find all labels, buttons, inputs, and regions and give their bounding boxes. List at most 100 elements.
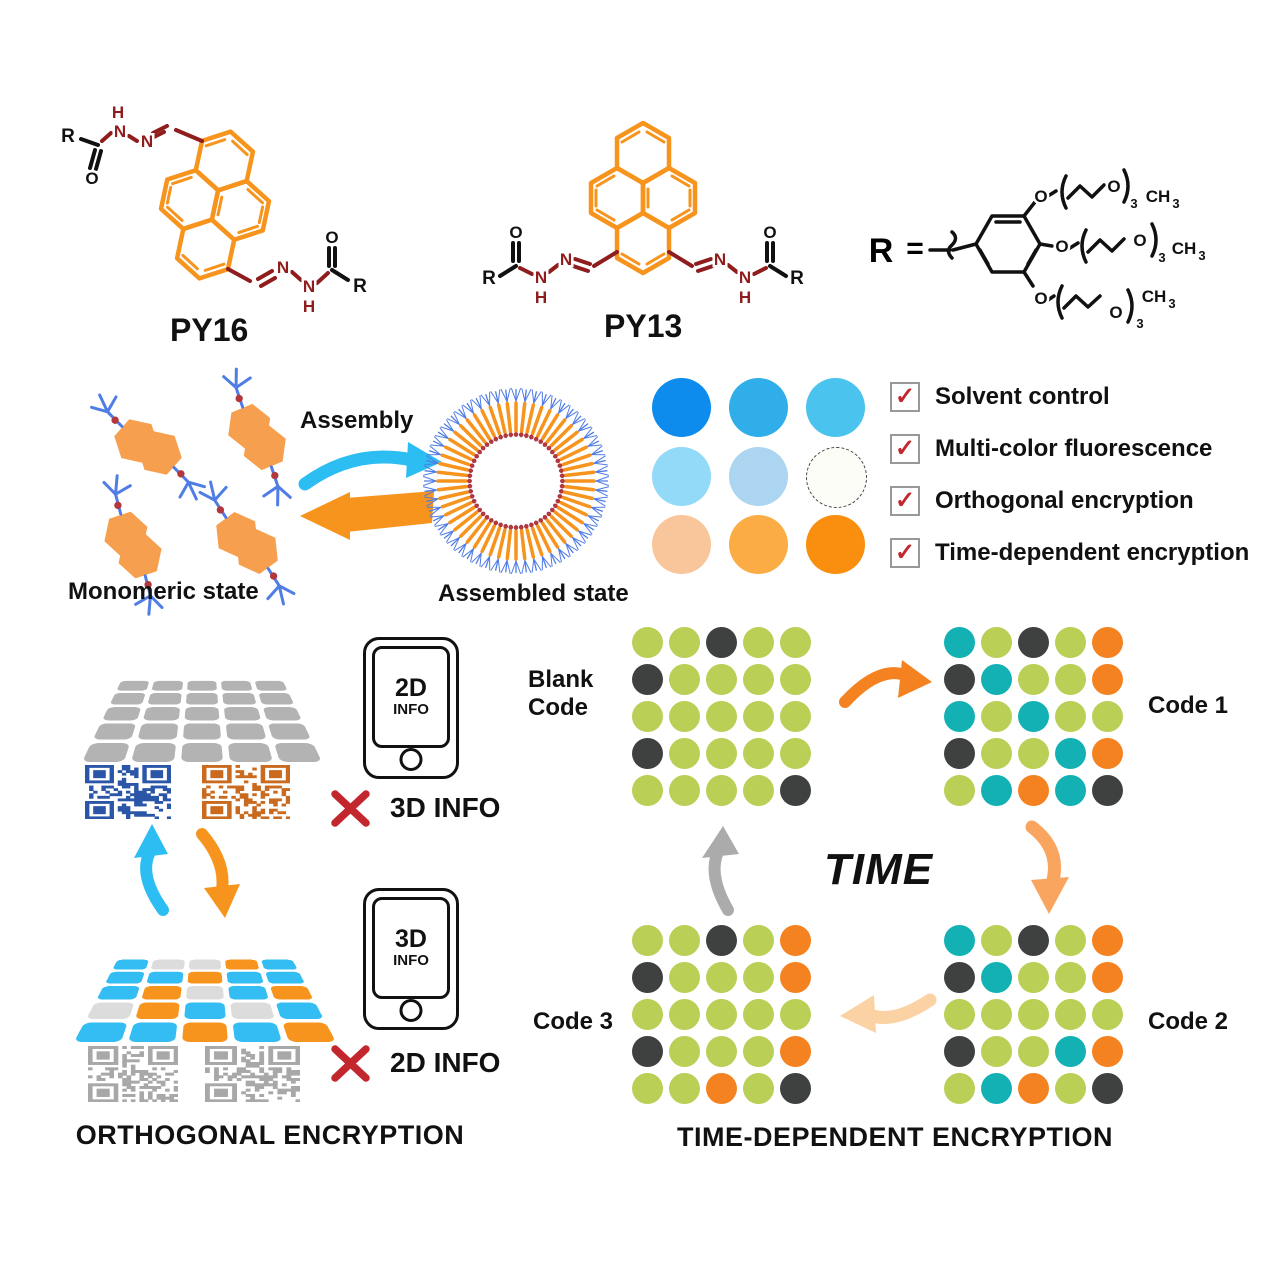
checked-checkbox-icon: ✓ xyxy=(890,538,920,568)
qr-code-gray-2 xyxy=(205,1046,300,1102)
time-label: TIME xyxy=(824,845,934,894)
code-dot xyxy=(1055,664,1086,695)
code-dot xyxy=(706,664,737,695)
code-dot xyxy=(780,701,811,732)
code-dot xyxy=(1092,925,1123,956)
tile xyxy=(143,707,181,721)
code-dot xyxy=(1092,738,1123,769)
atom-r: R xyxy=(790,268,804,289)
tile xyxy=(220,680,253,691)
code-dot xyxy=(1018,962,1049,993)
code-dot xyxy=(669,1036,700,1067)
disassembly-arrow-body xyxy=(346,491,434,532)
tile xyxy=(131,742,176,762)
code-dot xyxy=(1018,1073,1049,1104)
phone-screen-text: INFO xyxy=(393,701,429,719)
code-dot xyxy=(944,664,975,695)
code-dot xyxy=(944,962,975,993)
tile xyxy=(116,680,150,691)
checklist-label: Time-dependent encryption xyxy=(935,539,1250,566)
code-dot xyxy=(1055,999,1086,1030)
cross-icon xyxy=(331,1045,370,1082)
blank-tile-array xyxy=(82,680,322,762)
tile xyxy=(185,693,219,705)
checklist-item: ✓ Multi-color fluorescence xyxy=(890,434,1249,464)
fluorescence-sample xyxy=(806,378,865,437)
code-dot xyxy=(981,775,1012,806)
code2-to-code3-arrowhead xyxy=(840,995,876,1033)
crosses xyxy=(331,790,370,1082)
code-dot xyxy=(944,775,975,806)
checklist-item: ✓ Time-dependent encryption xyxy=(890,538,1250,568)
atom-n: N xyxy=(114,122,126,141)
code-dot xyxy=(944,1073,975,1104)
assembled-state-label: Assembled state xyxy=(438,580,629,607)
code-dot xyxy=(981,1036,1012,1067)
blank-code-line1: Blank xyxy=(528,666,594,693)
code-dot xyxy=(981,664,1012,695)
code-dot xyxy=(1018,775,1049,806)
code-dot xyxy=(944,1036,975,1067)
code-dot xyxy=(743,775,774,806)
orthogonal-title: ORTHOGONAL ENCRYPTION xyxy=(75,1120,465,1150)
checklist-item: ✓ Orthogonal encryption xyxy=(890,486,1249,516)
py13-caption: PY13 xyxy=(604,308,683,344)
code-dot xyxy=(1092,962,1123,993)
code-dot xyxy=(632,664,663,695)
py13-structure: N N H O R N N H O R xyxy=(480,123,807,310)
code-dot xyxy=(632,701,663,732)
code-dot xyxy=(1092,999,1123,1030)
atom-h: H xyxy=(303,297,315,316)
fluorescence-sample xyxy=(652,446,711,506)
phone-home-button xyxy=(399,748,423,771)
code-dot xyxy=(669,999,700,1030)
tile xyxy=(150,959,185,970)
tile xyxy=(258,693,295,705)
atom-h: H xyxy=(112,103,124,122)
code-dot xyxy=(743,627,774,658)
disassembly-arrowhead xyxy=(300,492,350,540)
orthogonal-arrows xyxy=(134,824,240,918)
phone-screen: 3D INFO xyxy=(372,897,450,999)
blank-code-label: Blank Code xyxy=(528,666,593,722)
tile xyxy=(270,985,314,1000)
code-dot xyxy=(669,627,700,658)
code-dot xyxy=(981,999,1012,1030)
code-dot xyxy=(944,627,975,658)
r-group-structure: R = xyxy=(869,168,1208,334)
code-dot xyxy=(944,701,975,732)
code-dot xyxy=(669,738,700,769)
atom-ch3: CH xyxy=(1146,187,1171,206)
tile xyxy=(275,1002,324,1019)
assembly-forward-arrowhead xyxy=(406,442,442,478)
checklist-label: Multi-color fluorescence xyxy=(935,435,1213,462)
qr-code-blue xyxy=(85,765,171,819)
checklist-item: ✓ Solvent control xyxy=(890,382,1249,412)
atom-o: O xyxy=(1107,177,1120,196)
tile xyxy=(228,985,269,1000)
code-dot xyxy=(669,925,700,956)
code-dot xyxy=(780,664,811,695)
tile xyxy=(188,959,222,970)
code-dot xyxy=(706,701,737,732)
fluorescence-sample xyxy=(652,515,711,574)
code-dot xyxy=(706,925,737,956)
subscript-3: 3 xyxy=(1172,196,1179,211)
tile xyxy=(135,1002,180,1019)
code-dot xyxy=(780,1036,811,1067)
code-dot xyxy=(780,925,811,956)
code1-grid xyxy=(944,627,1123,806)
phone-home-button xyxy=(399,999,423,1022)
tile xyxy=(232,1022,283,1042)
code-dot xyxy=(706,1036,737,1067)
subscript-3: 3 xyxy=(1158,250,1165,265)
atom-r: R xyxy=(353,276,367,297)
qr-code-gray-1 xyxy=(88,1046,178,1102)
tile xyxy=(74,1022,128,1042)
code-dot xyxy=(1018,738,1049,769)
tile xyxy=(147,693,182,705)
tile xyxy=(261,959,298,970)
r-equals-label: R xyxy=(869,232,894,270)
code3-to-blank-arrow xyxy=(708,842,734,916)
